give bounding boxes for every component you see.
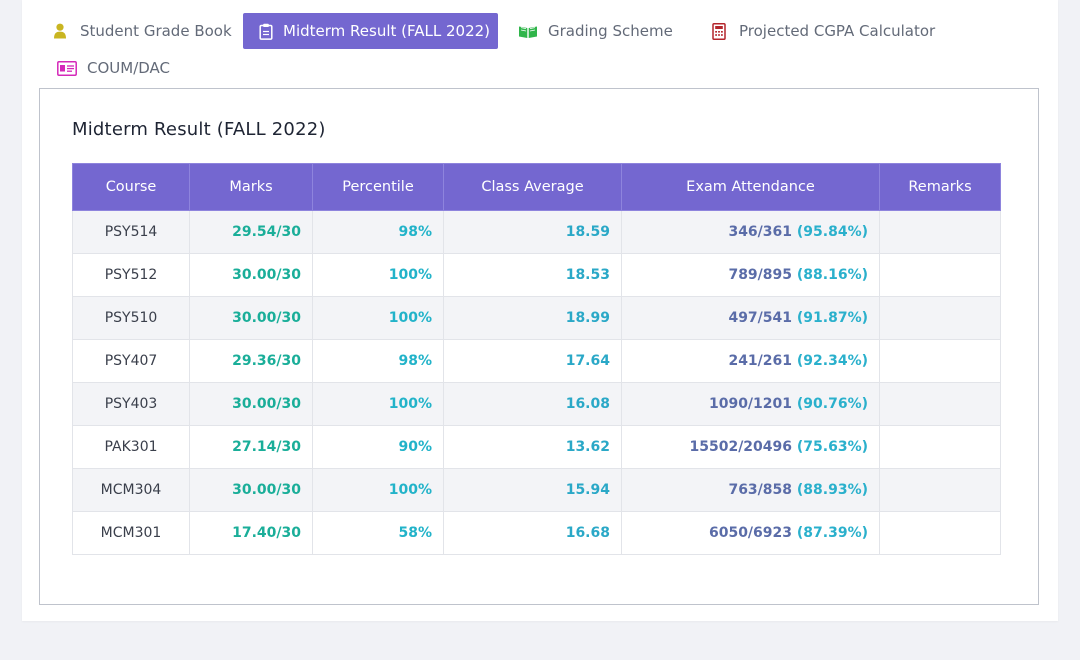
marks-cell: 27.14/30: [189, 425, 313, 469]
course-cell: PSY403: [72, 382, 190, 426]
column-header-class-average: Class Average: [443, 163, 622, 211]
class-average-cell: 18.59: [443, 210, 622, 254]
tab-label: Midterm Result (FALL 2022): [283, 22, 491, 40]
table-row: MCM301 17.40/30 58% 16.68 6050/6923 (87.39%): [72, 511, 1001, 555]
table-row: PSY403 30.00/30 100% 16.08 1090/1201 (90.76%…: [72, 382, 1001, 426]
tab-midterm-result[interactable]: Midterm Result (FALL 2022): [243, 13, 498, 49]
attendance-count: 497/541: [728, 310, 793, 326]
exam-attendance-cell: 1090/1201 (90.76%): [621, 382, 880, 426]
class-average-cell: 16.08: [443, 382, 622, 426]
clipboard-icon: [259, 21, 273, 41]
attendance-count: 346/361: [728, 224, 793, 240]
marks-cell: 29.36/30: [189, 339, 313, 383]
table-row: PSY514 29.54/30 98% 18.59 346/361 (95.84%): [72, 210, 1001, 254]
course-cell: MCM301: [72, 511, 190, 555]
marks-cell: 30.00/30: [189, 468, 313, 512]
percentile-cell: 90%: [312, 425, 444, 469]
midterm-result-panel: Midterm Result (FALL 2022) Course Marks …: [39, 88, 1039, 605]
column-header-course: Course: [72, 163, 190, 211]
attendance-percentage: (92.34%): [796, 353, 868, 369]
content-card: Student Grade Book Midterm Result (FALL …: [22, 0, 1058, 621]
course-cell: PSY514: [72, 210, 190, 254]
remarks-cell: [879, 253, 1001, 297]
column-header-exam-attendance: Exam Attendance: [621, 163, 880, 211]
marks-cell: 17.40/30: [189, 511, 313, 555]
exam-attendance-cell: 763/858 (88.93%): [621, 468, 880, 512]
attendance-percentage: (88.16%): [796, 267, 868, 283]
attendance-percentage: (75.63%): [796, 439, 868, 455]
attendance-count: 6050/6923: [708, 525, 793, 541]
course-cell: PSY510: [72, 296, 190, 340]
marks-cell: 30.00/30: [189, 296, 313, 340]
attendance-count: 789/895: [728, 267, 793, 283]
remarks-cell: [879, 425, 1001, 469]
tab-student-grade-book[interactable]: Student Grade Book: [50, 13, 232, 49]
marks-cell: 29.54/30: [189, 210, 313, 254]
course-cell: PSY407: [72, 339, 190, 383]
attendance-percentage: (91.87%): [796, 310, 868, 326]
marks-cell: 30.00/30: [189, 382, 313, 426]
tab-bar: Student Grade Book Midterm Result (FALL …: [22, 0, 1058, 88]
exam-attendance-cell: 497/541 (91.87%): [621, 296, 880, 340]
exam-attendance-cell: 346/361 (95.84%): [621, 210, 880, 254]
tab-label: COUM/DAC: [87, 59, 171, 77]
attendance-count: 241/261: [728, 353, 793, 369]
table-row: PSY407 29.36/30 98% 17.64 241/261 (92.34%): [72, 339, 1001, 383]
remarks-cell: [879, 296, 1001, 340]
remarks-cell: [879, 468, 1001, 512]
exam-attendance-cell: 6050/6923 (87.39%): [621, 511, 880, 555]
open-book-icon: [518, 21, 538, 41]
attendance-count: 763/858: [728, 482, 793, 498]
tab-projected-cgpa-calculator[interactable]: Projected CGPA Calculator: [709, 13, 935, 49]
class-average-cell: 18.99: [443, 296, 622, 340]
percentile-cell: 100%: [312, 253, 444, 297]
attendance-count: 15502/20496: [689, 439, 793, 455]
panel-title: Midterm Result (FALL 2022): [72, 119, 326, 140]
class-average-cell: 18.53: [443, 253, 622, 297]
exam-attendance-cell: 15502/20496 (75.63%): [621, 425, 880, 469]
percentile-cell: 100%: [312, 468, 444, 512]
table-row: PSY512 30.00/30 100% 18.53 789/895 (88.16%): [72, 253, 1001, 297]
table-row: PSY510 30.00/30 100% 18.99 497/541 (91.87%): [72, 296, 1001, 340]
class-average-cell: 13.62: [443, 425, 622, 469]
exam-attendance-cell: 241/261 (92.34%): [621, 339, 880, 383]
calculator-icon: [709, 21, 729, 41]
id-card-icon: [57, 58, 77, 78]
remarks-cell: [879, 382, 1001, 426]
table-header-row: Course Marks Percentile Class Average Ex…: [72, 163, 1001, 211]
tab-label: Projected CGPA Calculator: [739, 22, 936, 40]
percentile-cell: 58%: [312, 511, 444, 555]
attendance-count: 1090/1201: [708, 396, 793, 412]
remarks-cell: [879, 339, 1001, 383]
results-table: Course Marks Percentile Class Average Ex…: [72, 163, 1001, 555]
course-cell: PSY512: [72, 253, 190, 297]
tab-label: Student Grade Book: [80, 22, 232, 40]
remarks-cell: [879, 511, 1001, 555]
marks-cell: 30.00/30: [189, 253, 313, 297]
tab-grading-scheme[interactable]: Grading Scheme: [518, 13, 673, 49]
percentile-cell: 100%: [312, 382, 444, 426]
column-header-percentile: Percentile: [312, 163, 444, 211]
course-cell: PAK301: [72, 425, 190, 469]
attendance-percentage: (90.76%): [796, 396, 868, 412]
class-average-cell: 16.68: [443, 511, 622, 555]
user-icon: [50, 21, 70, 41]
attendance-percentage: (95.84%): [796, 224, 868, 240]
exam-attendance-cell: 789/895 (88.16%): [621, 253, 880, 297]
percentile-cell: 98%: [312, 210, 444, 254]
class-average-cell: 17.64: [443, 339, 622, 383]
remarks-cell: [879, 210, 1001, 254]
table-row: MCM304 30.00/30 100% 15.94 763/858 (88.93%): [72, 468, 1001, 512]
attendance-percentage: (87.39%): [796, 525, 868, 541]
tab-coum-dac[interactable]: COUM/DAC: [57, 50, 170, 86]
tab-label: Grading Scheme: [548, 22, 673, 40]
course-cell: MCM304: [72, 468, 190, 512]
class-average-cell: 15.94: [443, 468, 622, 512]
column-header-remarks: Remarks: [879, 163, 1001, 211]
percentile-cell: 100%: [312, 296, 444, 340]
column-header-marks: Marks: [189, 163, 313, 211]
attendance-percentage: (88.93%): [796, 482, 868, 498]
percentile-cell: 98%: [312, 339, 444, 383]
table-row: PAK301 27.14/30 90% 13.62 15502/20496 (75.63…: [72, 425, 1001, 469]
